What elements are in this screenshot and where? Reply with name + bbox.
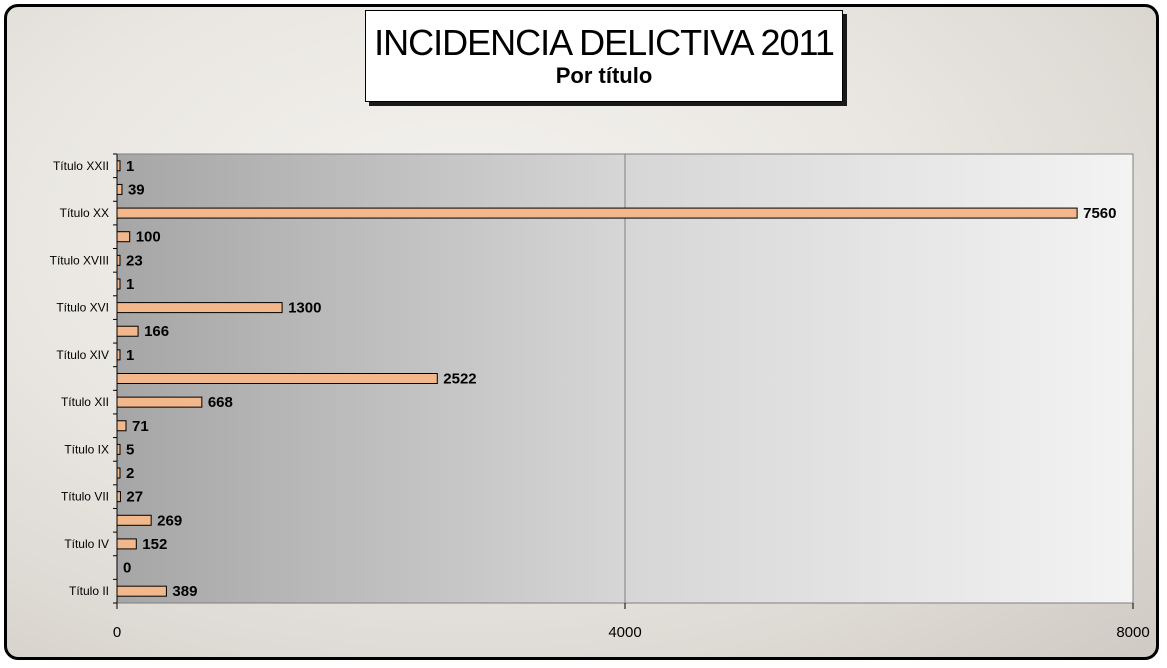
category-label: Título XVIII xyxy=(50,253,109,267)
bar xyxy=(116,467,121,479)
value-label: 269 xyxy=(157,512,182,529)
value-label: 668 xyxy=(208,394,233,411)
value-label: 71 xyxy=(132,418,149,435)
value-label: 1 xyxy=(126,276,134,293)
bar xyxy=(116,585,167,597)
bar xyxy=(116,349,121,361)
bar xyxy=(116,443,121,455)
x-tick-label: 4000 xyxy=(608,624,641,641)
category-label: Título XII xyxy=(61,395,109,409)
value-label: 1 xyxy=(126,158,134,175)
value-label: 389 xyxy=(172,583,197,600)
bar xyxy=(116,514,152,526)
value-label: 100 xyxy=(136,229,161,246)
bar xyxy=(116,373,438,384)
value-label: 152 xyxy=(142,536,167,553)
value-label: 166 xyxy=(144,323,169,340)
bar xyxy=(116,325,139,337)
value-label: 1300 xyxy=(288,300,321,317)
bar xyxy=(116,278,121,290)
labels: 0 4000 8000 1 Título XXII 39 7560 Título XX 100 2… xyxy=(50,158,1150,641)
value-label: 23 xyxy=(126,252,143,269)
bar xyxy=(116,183,123,195)
category-label: Título XXII xyxy=(53,159,109,173)
value-label: 2522 xyxy=(443,371,476,388)
bar xyxy=(116,207,1078,219)
value-label: 5 xyxy=(126,441,134,458)
bar xyxy=(116,396,203,408)
bar xyxy=(116,160,121,172)
category-label: Título IV xyxy=(64,537,109,551)
category-label: Título XVI xyxy=(56,301,109,315)
bar xyxy=(116,302,283,314)
bar xyxy=(116,254,121,266)
chart-title-box: INCIDENCIA DELICTIVA 2011 Por título xyxy=(365,10,843,102)
value-label: 7560 xyxy=(1083,205,1116,222)
x-tick-label: 0 xyxy=(113,624,121,641)
bar xyxy=(116,420,127,432)
value-label: 1 xyxy=(126,347,134,364)
bar xyxy=(116,491,121,503)
category-label: Título XIV xyxy=(56,348,109,362)
value-label: 2 xyxy=(126,465,134,482)
category-label: Título VII xyxy=(61,490,109,504)
value-label: 0 xyxy=(123,560,131,577)
value-label: 27 xyxy=(126,489,143,506)
gridlines xyxy=(624,154,1134,603)
category-label: Título XX xyxy=(60,206,109,220)
bar xyxy=(116,231,131,243)
bars xyxy=(116,160,1078,597)
chart-title: INCIDENCIA DELICTIVA 2011 xyxy=(374,22,835,63)
bar xyxy=(116,538,137,550)
category-label: Título IX xyxy=(64,442,109,456)
chart-subtitle: Por título xyxy=(555,63,653,88)
value-label: 39 xyxy=(128,181,145,198)
x-tick-label: 8000 xyxy=(1116,624,1149,641)
category-label: Título II xyxy=(69,584,109,598)
